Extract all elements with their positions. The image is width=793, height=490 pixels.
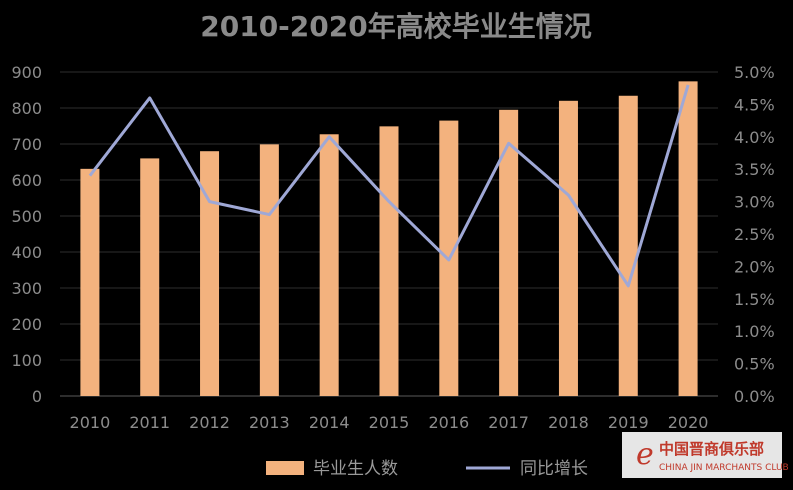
x-axis-tick-label: 2011 (129, 413, 170, 432)
bar-series (80, 81, 698, 397)
right-axis-tick-label: 1.0% (734, 322, 775, 341)
left-axis-tick-label: 500 (11, 207, 42, 226)
chart-title: 2010-2020年高校毕业生情况 (200, 10, 591, 43)
bar (259, 144, 279, 396)
x-axis-tick-label: 2020 (668, 413, 709, 432)
bar (558, 100, 578, 397)
left-axis-tick-label: 400 (11, 243, 42, 262)
bar (678, 81, 698, 397)
x-axis-tick-label: 2015 (369, 413, 410, 432)
x-axis-tick-label: 2010 (70, 413, 111, 432)
bar (80, 168, 100, 396)
right-axis-tick-label: 0.0% (734, 387, 775, 406)
x-axis-tick-label: 2014 (309, 413, 350, 432)
x-axis-tick-label: 2018 (548, 413, 589, 432)
right-axis-tick-label: 3.0% (734, 193, 775, 212)
watermark-chinese-text: 中国晋商俱乐部 (659, 440, 764, 458)
x-axis-tick-label: 2019 (608, 413, 649, 432)
right-axis-tick-label: 4.5% (734, 95, 775, 114)
legend: 毕业生人数 同比增长 (266, 459, 588, 479)
bar (499, 109, 519, 397)
x-axis-tick-label: 2012 (189, 413, 230, 432)
bar (200, 151, 220, 396)
right-axis-tick-label: 3.5% (734, 160, 775, 179)
left-axis-ticks: 0 100 200 300 400 500 600 700 800 900 (11, 63, 42, 406)
line-series (88, 84, 690, 288)
legend-swatch-bars (266, 461, 304, 475)
left-axis-tick-label: 900 (11, 63, 42, 82)
x-axis-ticks: 2010 2011 2012 2013 2014 2015 2016 2017 2018 2019… (70, 413, 709, 432)
right-axis-tick-label: 5.0% (734, 63, 775, 82)
watermark: e 中国晋商俱乐部 CHINA JIN MARCHANTS CLUB (622, 432, 789, 478)
legend-label-bars: 毕业生人数 (313, 459, 398, 479)
legend-label-line: 同比增长 (520, 459, 588, 479)
right-axis-ticks: 0.0% 0.5% 1.0% 1.5% 2.0% 2.5% 3.0% 3.5% 4.0% 4.5%… (734, 63, 775, 406)
left-axis-tick-label: 800 (11, 99, 42, 118)
left-axis-tick-label: 200 (11, 315, 42, 334)
bar (379, 126, 399, 397)
left-axis-tick-label: 100 (11, 351, 42, 370)
watermark-english-text: CHINA JIN MARCHANTS CLUB (659, 463, 789, 473)
bar (319, 134, 339, 396)
right-axis-tick-label: 1.5% (734, 290, 775, 309)
x-axis-tick-label: 2017 (488, 413, 529, 432)
x-axis-tick-label: 2013 (249, 413, 290, 432)
watermark-logo-icon: e (636, 437, 654, 472)
right-axis-tick-label: 0.5% (734, 355, 775, 374)
right-axis-tick-label: 4.0% (734, 128, 775, 147)
watermark-background (622, 432, 782, 478)
bar (140, 158, 160, 396)
left-axis-tick-label: 300 (11, 279, 42, 298)
bar (618, 95, 638, 396)
left-axis-tick-label: 0 (32, 387, 42, 406)
left-axis-tick-label: 600 (11, 171, 42, 190)
right-axis-tick-label: 2.5% (734, 225, 775, 244)
x-axis-tick-label: 2016 (428, 413, 469, 432)
left-axis-tick-label: 700 (11, 135, 42, 154)
right-axis-tick-label: 2.0% (734, 257, 775, 276)
